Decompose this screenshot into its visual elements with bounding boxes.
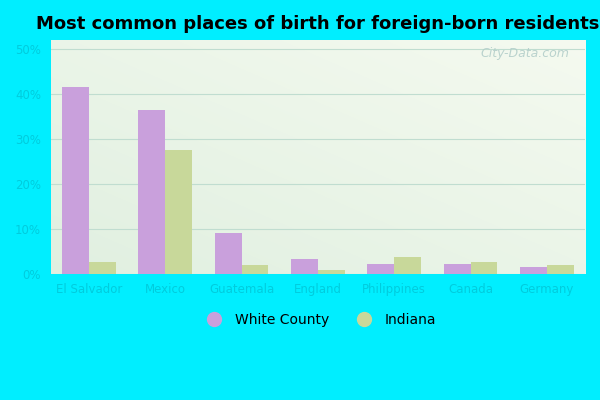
Bar xyxy=(547,265,574,274)
Bar xyxy=(242,265,268,274)
Bar xyxy=(318,270,344,274)
Bar xyxy=(89,262,116,274)
Bar xyxy=(394,257,421,274)
Bar xyxy=(291,259,318,274)
Bar xyxy=(520,267,547,274)
Bar xyxy=(470,262,497,274)
Bar xyxy=(62,87,89,274)
Legend: White County, Indiana: White County, Indiana xyxy=(194,307,442,332)
Bar xyxy=(367,264,394,274)
Bar xyxy=(139,110,165,274)
Title: Most common places of birth for foreign-born residents: Most common places of birth for foreign-… xyxy=(36,15,599,33)
Bar xyxy=(444,264,470,274)
Text: City-Data.com: City-Data.com xyxy=(480,47,569,60)
Bar xyxy=(215,233,242,274)
Bar xyxy=(165,150,192,274)
